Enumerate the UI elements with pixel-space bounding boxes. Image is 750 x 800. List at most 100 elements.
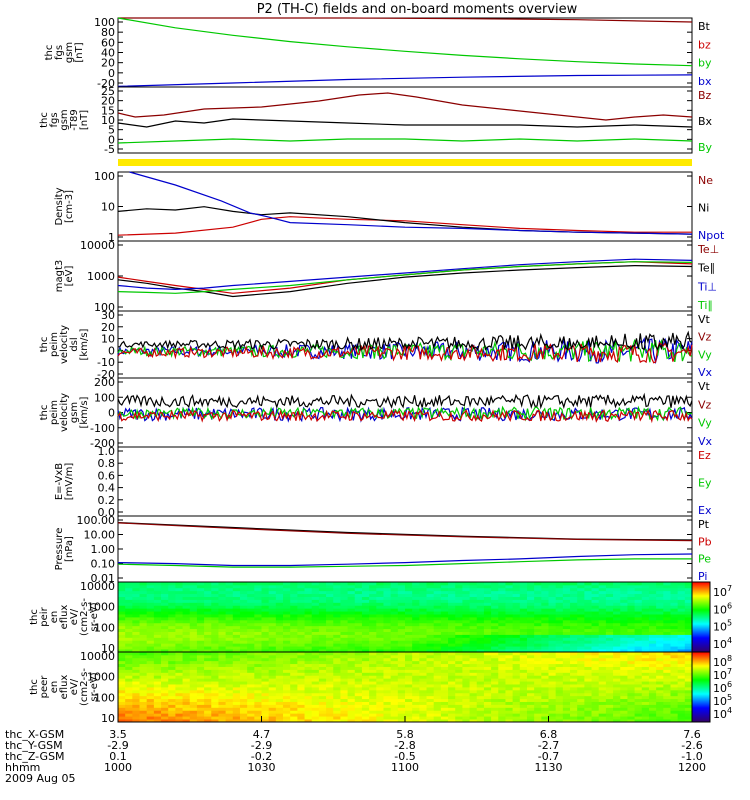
heatmap-cell: [204, 584, 212, 589]
heatmap-cell: [548, 584, 557, 589]
xaxis-value: -2.6: [681, 739, 702, 752]
series-Vx: [117, 406, 693, 423]
heatmap-cell: [505, 669, 514, 673]
heatmap-cell: [132, 652, 140, 656]
heatmap-cell: [605, 649, 614, 653]
heatmap-cell: [132, 646, 140, 650]
heatmap-cell: [620, 666, 628, 670]
heatmap-cell: [677, 681, 686, 685]
heatmap-cell: [498, 660, 506, 665]
heatmap-cell: [541, 710, 549, 714]
heatmap-cell: [476, 678, 485, 682]
heatmap-cell: [613, 637, 621, 641]
heatmap-cell: [268, 663, 277, 667]
heatmap-cell: [275, 669, 284, 673]
heatmap-cell: [469, 625, 478, 630]
heatmap-cell: [469, 593, 478, 597]
heatmap-cell: [204, 625, 212, 630]
heatmap-cell: [118, 660, 126, 665]
heatmap-cell: [340, 698, 348, 702]
heatmap-cell: [641, 593, 650, 597]
legend-Bz: Bz: [698, 89, 712, 102]
heatmap-cell: [684, 646, 693, 650]
heatmap-cell: [326, 628, 334, 632]
heatmap-cell: [412, 614, 420, 618]
heatmap-cell: [376, 704, 384, 708]
heatmap-cell: [670, 634, 679, 638]
heatmap-cell: [268, 666, 277, 670]
heatmap-cell: [232, 698, 241, 702]
heatmap-cell: [656, 590, 664, 595]
heatmap-cell: [426, 716, 435, 720]
heatmap-cell: [541, 663, 549, 667]
heatmap-cell: [448, 654, 456, 659]
heatmap-cell: [419, 704, 427, 708]
heatmap-cell: [598, 678, 607, 682]
heatmap-cell: [175, 593, 183, 597]
heatmap-cell: [440, 666, 449, 670]
heatmap-cell: [433, 666, 442, 670]
heatmap-cell: [132, 669, 140, 673]
heatmap-cell: [483, 654, 492, 659]
heatmap-cell: [455, 611, 463, 615]
heatmap-cell: [440, 611, 449, 615]
heatmap-cell: [318, 593, 327, 597]
heatmap-cell: [283, 590, 291, 595]
heatmap-cell: [168, 657, 176, 662]
heatmap-cell: [419, 654, 427, 659]
heatmap-cell: [168, 710, 176, 714]
heatmap-cell: [361, 617, 370, 621]
heatmap-cell: [684, 631, 693, 635]
heatmap-cell: [455, 593, 463, 597]
heatmap-cell: [118, 719, 126, 723]
heatmap-cell: [376, 646, 384, 650]
heatmap-cell: [168, 587, 176, 592]
heatmap-cell: [548, 625, 557, 630]
heatmap-cell: [333, 611, 341, 615]
heatmap-cell: [627, 599, 635, 603]
heatmap-cell: [534, 614, 542, 618]
heatmap-cell: [189, 695, 198, 700]
heatmap-cell: [347, 646, 356, 650]
heatmap-cell: [204, 684, 212, 688]
heatmap-cell: [419, 652, 427, 656]
heatmap-cell: [570, 599, 578, 603]
heatmap-cell: [641, 602, 650, 606]
heatmap-cell: [218, 716, 227, 720]
heatmap-cell: [304, 695, 313, 700]
heatmap-cell: [498, 628, 506, 632]
heatmap-cell: [677, 687, 686, 691]
heatmap-cell: [591, 605, 600, 609]
heatmap-cell: [641, 713, 650, 717]
heatmap-cell: [548, 684, 557, 688]
heatmap-cell: [311, 631, 320, 635]
heatmap-cell: [132, 582, 140, 586]
heatmap-cell: [577, 704, 585, 708]
heatmap-cell: [641, 587, 650, 592]
heatmap-cell: [426, 640, 435, 644]
heatmap-cell: [498, 605, 506, 609]
heatmap-cell: [519, 669, 528, 673]
heatmap-cell: [139, 695, 148, 700]
heatmap-cell: [261, 614, 270, 618]
heatmap-cell: [125, 678, 133, 682]
heatmap-cell: [570, 687, 578, 691]
heatmap-cell: [663, 582, 671, 586]
heatmap-cell: [663, 590, 671, 595]
heatmap-cell: [304, 672, 313, 676]
heatmap-cell: [118, 687, 126, 691]
heatmap-cell: [677, 675, 686, 679]
heatmap-cell: [426, 713, 435, 717]
heatmap-cell: [333, 649, 341, 653]
heatmap-cell: [440, 663, 449, 667]
heatmap-cell: [634, 619, 643, 624]
heatmap-cell: [211, 698, 219, 702]
xaxis-value: 5.8: [396, 728, 414, 741]
heatmap-cell: [326, 681, 334, 685]
heatmap-cell: [627, 587, 635, 592]
heatmap-cell: [584, 698, 592, 702]
heatmap-cell: [519, 713, 528, 717]
heatmap-cell: [168, 649, 176, 653]
heatmap-cell: [139, 605, 148, 609]
heatmap-cell: [146, 643, 155, 647]
